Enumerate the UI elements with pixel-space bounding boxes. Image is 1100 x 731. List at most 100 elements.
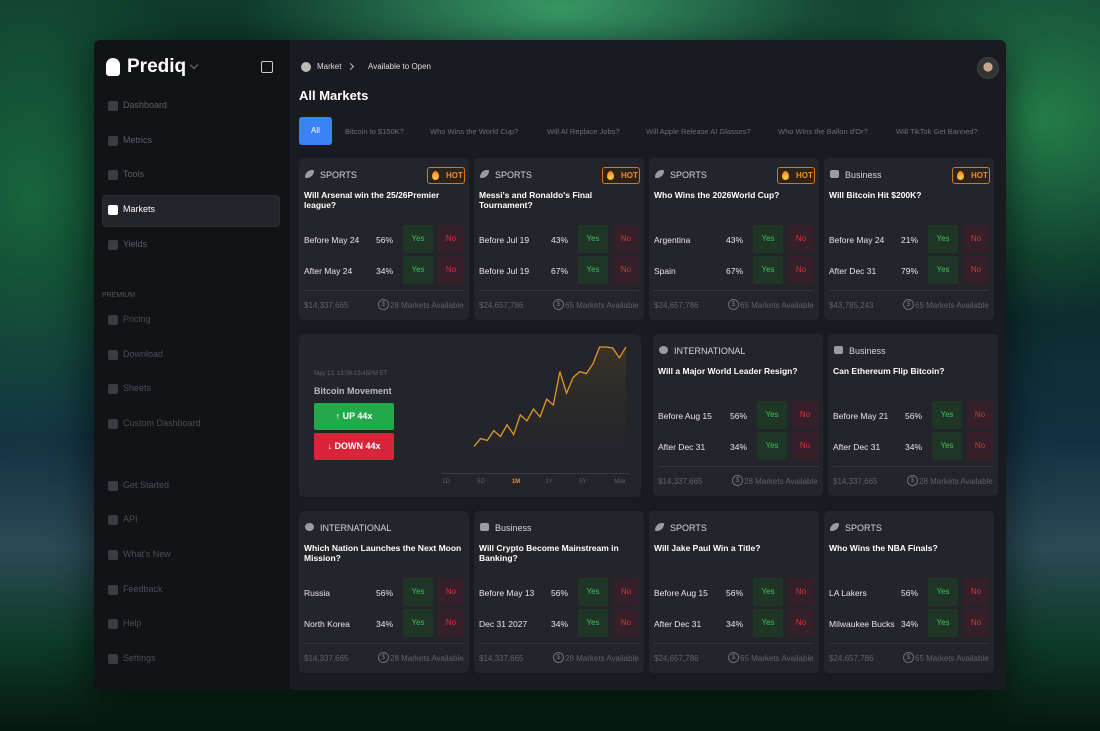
yes-button[interactable]: Yes (932, 432, 962, 460)
nav-item[interactable]: Pricing (123, 314, 151, 324)
category-icon (655, 523, 664, 531)
market-card[interactable]: SPORTS Who Wins the NBA Finals? LA Lakers 5… (824, 511, 994, 673)
no-button[interactable]: No (438, 256, 464, 284)
tab[interactable]: Will AI Replace Jobs? (547, 127, 620, 136)
no-button[interactable]: No (788, 225, 814, 253)
category: INTERNATIONAL (674, 346, 746, 356)
range-option[interactable]: Max (614, 479, 626, 485)
yes-button[interactable]: Yes (578, 256, 608, 284)
no-button[interactable]: No (792, 432, 818, 460)
yes-button[interactable]: Yes (753, 578, 783, 606)
markets-count: 28 Markets Available (919, 477, 993, 486)
no-button[interactable]: No (438, 225, 464, 253)
yes-button[interactable]: Yes (753, 225, 783, 253)
volume: $24,657,786 (479, 301, 524, 310)
market-card[interactable]: SPORTS Will Jake Paul Win a Title? Before … (649, 511, 819, 673)
tab[interactable]: Will TikTok Get Banned? (896, 127, 978, 136)
range-option[interactable]: 1Y (545, 479, 553, 485)
yes-button[interactable]: Yes (578, 609, 608, 637)
nav-item[interactable]: Metrics (123, 135, 152, 145)
yes-button[interactable]: Yes (403, 578, 433, 606)
yes-button[interactable]: Yes (578, 225, 608, 253)
nav-item[interactable]: Dashboard (123, 100, 168, 110)
nav-icon (108, 136, 118, 146)
yes-button[interactable]: Yes (932, 401, 962, 429)
market-card[interactable]: SPORTS HOT Will Arsenal win the 25/26Premi… (299, 158, 469, 320)
yes-button[interactable]: Yes (928, 578, 958, 606)
market-card[interactable]: INTERNATIONAL Which Nation Launches the N… (299, 511, 469, 673)
sidebar-toggle[interactable] (261, 61, 273, 73)
breadcrumb-item[interactable]: Market (317, 62, 342, 71)
yes-button[interactable]: Yes (928, 609, 958, 637)
market-card[interactable]: SPORTS HOT Messi's and Ronaldo's Final Tou… (474, 158, 644, 320)
breadcrumb-item[interactable]: Available to Open (368, 62, 432, 71)
market-card[interactable]: Business Can Ethereum Flip Bitcoin? Before… (828, 334, 998, 496)
tab[interactable]: Bitcoin to $150K? (345, 127, 404, 136)
no-button[interactable]: No (613, 609, 639, 637)
yes-button[interactable]: Yes (928, 256, 958, 284)
up-button[interactable]: ↑ UP 44x (314, 403, 394, 430)
nav-item[interactable]: Custom Dashboard (123, 418, 201, 428)
yes-button[interactable]: Yes (753, 256, 783, 284)
yes-button[interactable]: Yes (403, 609, 433, 637)
no-button[interactable]: No (963, 256, 989, 284)
no-button[interactable]: No (613, 225, 639, 253)
market-card[interactable]: INTERNATIONAL Will a Major World Leader R… (653, 334, 823, 496)
question: Will Bitcoin Hit $200K? (829, 190, 922, 200)
nav-icon (108, 619, 118, 629)
tab[interactable]: Who Wins the Ballon d'Or? (778, 127, 868, 136)
nav-item[interactable]: Feedback (123, 584, 163, 594)
market-card[interactable]: Business HOT Will Bitcoin Hit $200K? Before… (824, 158, 994, 320)
down-button[interactable]: ↓ DOWN 44x (314, 433, 394, 460)
no-button[interactable]: No (438, 609, 464, 637)
nav-item[interactable]: Tools (123, 169, 145, 179)
market-card[interactable]: SPORTS HOT Who Wins the 2026World Cup? Arge… (649, 158, 819, 320)
yes-button[interactable]: Yes (578, 578, 608, 606)
nav-item[interactable]: Download (123, 349, 164, 359)
yes-button[interactable]: Yes (928, 225, 958, 253)
no-button[interactable]: No (788, 256, 814, 284)
no-button[interactable]: No (967, 432, 993, 460)
nav-item[interactable]: Markets (123, 204, 156, 214)
no-button[interactable]: No (613, 256, 639, 284)
yes-button[interactable]: Yes (757, 432, 787, 460)
no-button[interactable]: No (613, 578, 639, 606)
no-button[interactable]: No (967, 401, 993, 429)
option-percent: 21% (901, 235, 919, 245)
avatar[interactable] (977, 57, 999, 79)
nav-item[interactable]: Help (123, 618, 142, 628)
nav-item[interactable]: Settings (123, 653, 156, 663)
option-percent: 56% (551, 588, 569, 598)
no-button[interactable]: No (788, 578, 814, 606)
no-button[interactable]: No (792, 401, 818, 429)
no-button[interactable]: No (438, 578, 464, 606)
range-option[interactable]: 1D (442, 479, 450, 485)
nav-item[interactable]: Get Started (123, 480, 170, 490)
hot-label: HOT (971, 171, 988, 180)
option-percent: 43% (551, 235, 569, 245)
tab[interactable]: All (299, 117, 332, 145)
option-label: After Dec 31 (829, 266, 877, 276)
breadcrumb-icon (301, 62, 311, 72)
no-button[interactable]: No (788, 609, 814, 637)
yes-button[interactable]: Yes (753, 609, 783, 637)
tab[interactable]: Who Wins the World Cup? (430, 127, 519, 136)
chart-line (473, 346, 627, 447)
category-icon (305, 170, 314, 178)
no-button[interactable]: No (963, 609, 989, 637)
range-option[interactable]: 5Y (579, 479, 587, 485)
nav-item[interactable]: Yields (123, 239, 148, 249)
nav-item[interactable]: Sheets (123, 383, 152, 393)
no-button[interactable]: No (963, 225, 989, 253)
tab[interactable]: Will Apple Release AI Glasses? (646, 127, 751, 136)
markets-count: 65 Markets Available (915, 654, 989, 663)
yes-button[interactable]: Yes (757, 401, 787, 429)
nav-item[interactable]: API (123, 514, 138, 524)
no-button[interactable]: No (963, 578, 989, 606)
yes-button[interactable]: Yes (403, 225, 433, 253)
nav-item[interactable]: What's New (123, 549, 171, 559)
range-option[interactable]: 1M (511, 479, 521, 485)
market-card[interactable]: Business Will Crypto Become Mainstream in… (474, 511, 644, 673)
range-option[interactable]: 5D (477, 479, 485, 485)
yes-button[interactable]: Yes (403, 256, 433, 284)
